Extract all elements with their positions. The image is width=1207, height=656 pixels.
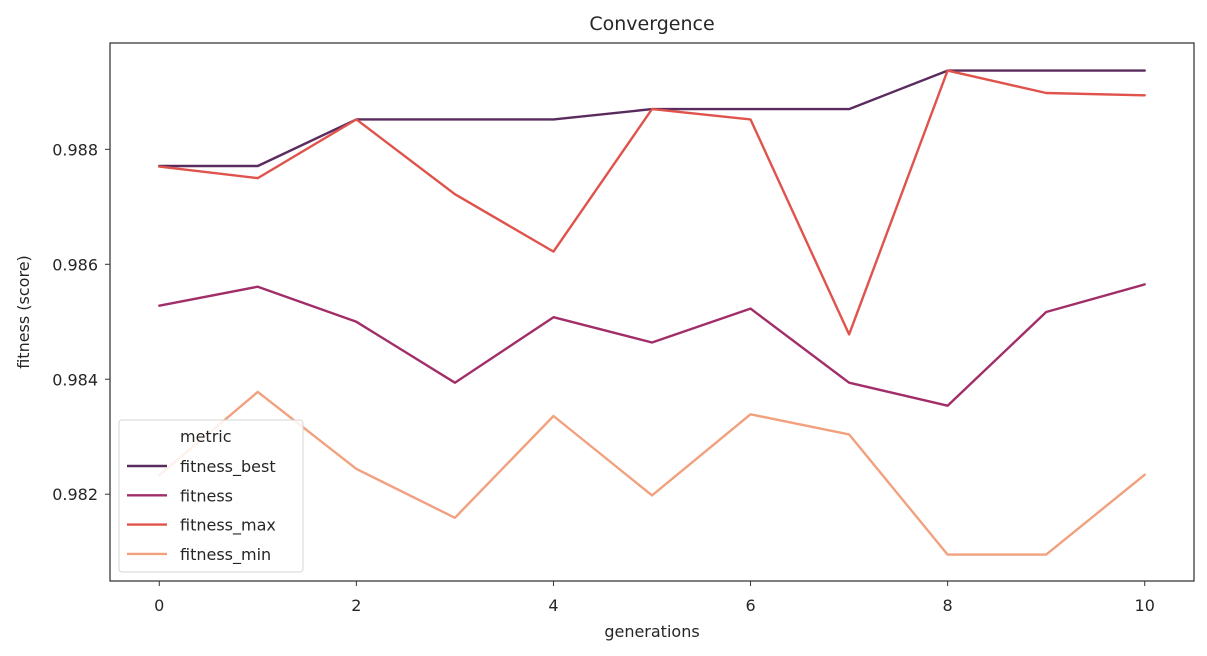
legend-label-fitness: fitness bbox=[180, 486, 233, 505]
legend-box bbox=[118, 419, 304, 573]
y-tick-label: 0.986 bbox=[52, 255, 98, 274]
plot-lines bbox=[158, 69, 1146, 556]
x-tick-label: 10 bbox=[1135, 596, 1155, 615]
legend-label-fitness-min: fitness_min bbox=[180, 545, 271, 565]
legend-title: metric bbox=[180, 427, 232, 446]
series-line-fitness-max bbox=[158, 69, 1146, 336]
y-axis-title: fitness (score) bbox=[14, 255, 33, 369]
x-tick-label: 8 bbox=[943, 596, 953, 615]
legend-label-fitness-best: fitness_best bbox=[180, 457, 276, 477]
y-axis-ticks: 0.982 0.984 0.986 0.988 bbox=[52, 140, 110, 504]
chart-title: Convergence bbox=[589, 13, 714, 35]
series-line-fitness-min bbox=[158, 390, 1146, 556]
legend-label-fitness-max: fitness_max bbox=[180, 516, 276, 536]
y-tick-label: 0.982 bbox=[52, 485, 98, 504]
x-axis-ticks: 0 2 4 6 8 10 bbox=[154, 581, 1155, 615]
series-line-fitness bbox=[158, 283, 1146, 407]
y-tick-label: 0.984 bbox=[52, 370, 98, 389]
y-tick-label: 0.988 bbox=[52, 140, 98, 159]
x-tick-label: 0 bbox=[154, 596, 164, 615]
x-tick-label: 6 bbox=[745, 596, 755, 615]
x-tick-label: 2 bbox=[351, 596, 361, 615]
plot-frame bbox=[109, 42, 1195, 582]
x-tick-label: 4 bbox=[548, 596, 558, 615]
x-axis-title: generations bbox=[604, 622, 699, 641]
